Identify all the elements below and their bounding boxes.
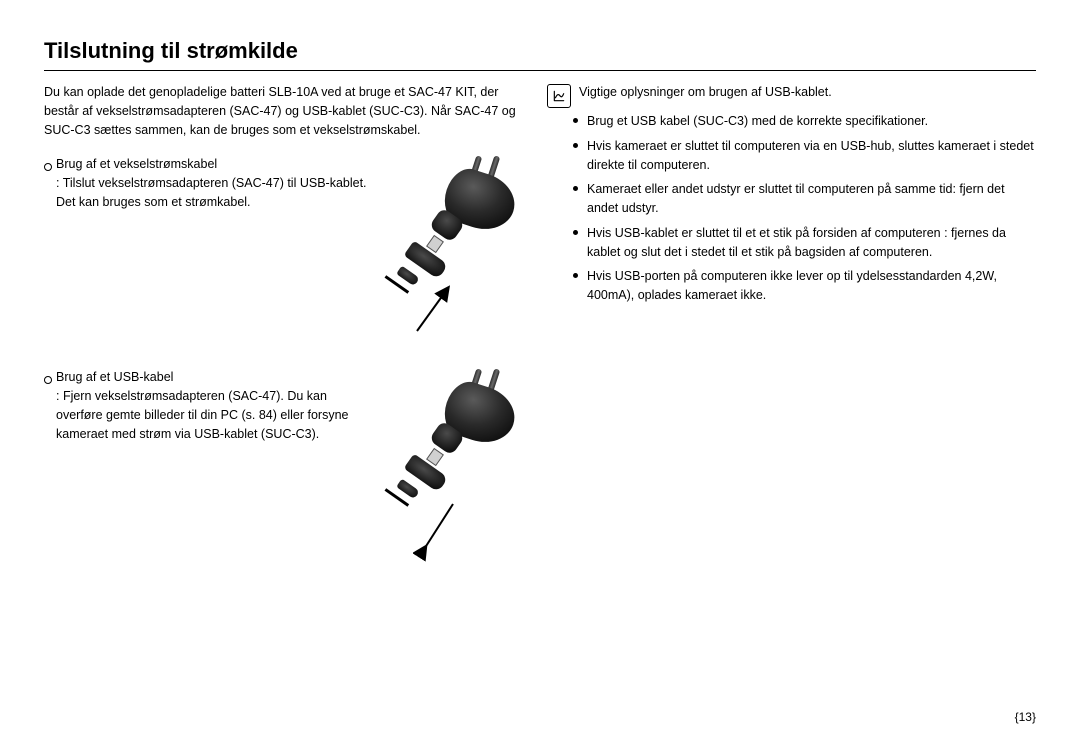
adapter-illustration [383,155,533,355]
note-icon [547,84,571,108]
section-usb-cable: Brug af et USB-kabel : Fjern vekselstrøm… [44,368,533,573]
list-item: Hvis USB-kablet er sluttet til et et sti… [573,224,1036,262]
list-item: Kameraet eller andet udstyr er sluttet t… [573,180,1036,218]
section-heading: Brug af et vekselstrømskabel [56,155,217,174]
info-list: Brug et USB kabel (SUC-C3) med de korrek… [573,112,1036,305]
section-ac-cable: Brug af et vekselstrømskabel : Tilslut v… [44,155,533,360]
section-body: : Tilslut vekselstrømsadapteren (SAC-47)… [44,174,373,212]
intro-text: Du kan oplade det genopladelige batteri … [44,83,533,139]
info-heading: Vigtige oplysninger om brugen af USB-kab… [579,83,832,102]
list-item: Hvis USB-porten på computeren ikke lever… [573,267,1036,305]
bullet-item: Brug af et vekselstrømskabel [44,155,373,174]
hollow-bullet-icon [44,155,56,174]
connect-arrow-icon [413,281,473,351]
columns: Du kan oplade det genopladelige batteri … [44,83,1036,581]
section-text: Brug af et USB-kabel : Fjern vekselstrøm… [44,368,373,573]
list-item: Hvis kameraet er sluttet til computeren … [573,137,1036,175]
manual-page: Tilslutning til strømkilde Du kan oplade… [0,0,1080,746]
disconnect-arrow-icon [413,494,473,569]
section-text: Brug af et vekselstrømskabel : Tilslut v… [44,155,373,360]
page-title: Tilslutning til strømkilde [44,38,1036,64]
left-column: Du kan oplade det genopladelige batteri … [44,83,533,581]
figure-adapter-with-cable [383,155,533,360]
bullet-item: Brug af et USB-kabel [44,368,373,387]
info-heading-row: Vigtige oplysninger om brugen af USB-kab… [547,83,1036,108]
page-number: {13} [1015,710,1036,724]
hollow-bullet-icon [44,368,56,387]
figure-adapter-disconnect [383,368,533,573]
right-column: Vigtige oplysninger om brugen af USB-kab… [547,83,1036,581]
list-item: Brug et USB kabel (SUC-C3) med de korrek… [573,112,1036,131]
section-heading: Brug af et USB-kabel [56,368,173,387]
adapter-illustration [383,368,533,568]
section-body: : Fjern vekselstrømsadapteren (SAC-47). … [44,387,373,443]
title-rule [44,70,1036,71]
